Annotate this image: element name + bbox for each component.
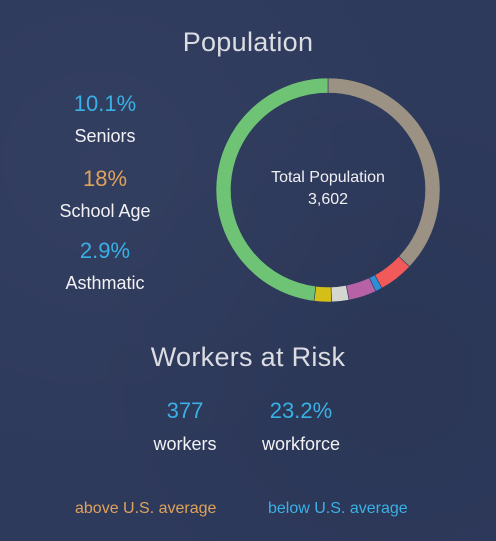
workers-count-value: 377 [166, 398, 204, 423]
legend-above-average: above U.S. average [75, 500, 217, 517]
total-population-label: Total Population [271, 169, 385, 186]
workers-at-risk-title: Workers at Risk [150, 342, 346, 372]
donut-slice-6 [215, 77, 329, 302]
population-donut-chart [215, 77, 441, 303]
workforce-share-value: 23.2% [269, 398, 333, 423]
asthmatic-value: 2.9% [79, 238, 131, 263]
seniors-value: 10.1% [73, 91, 137, 116]
donut-slice-5 [313, 285, 332, 303]
asthmatic-label: Asthmatic [65, 273, 145, 293]
population-title: Population [182, 27, 314, 57]
legend-below-average: below U.S. average [268, 500, 408, 517]
workforce-share-label: workforce [261, 434, 341, 454]
school-age-value: 18% [82, 166, 128, 191]
donut-slice-4 [330, 284, 350, 303]
seniors-label: Seniors [74, 126, 136, 146]
workers-count-label: workers [153, 434, 217, 454]
total-population-value: 3,602 [307, 191, 349, 208]
school-age-label: School Age [59, 201, 151, 221]
